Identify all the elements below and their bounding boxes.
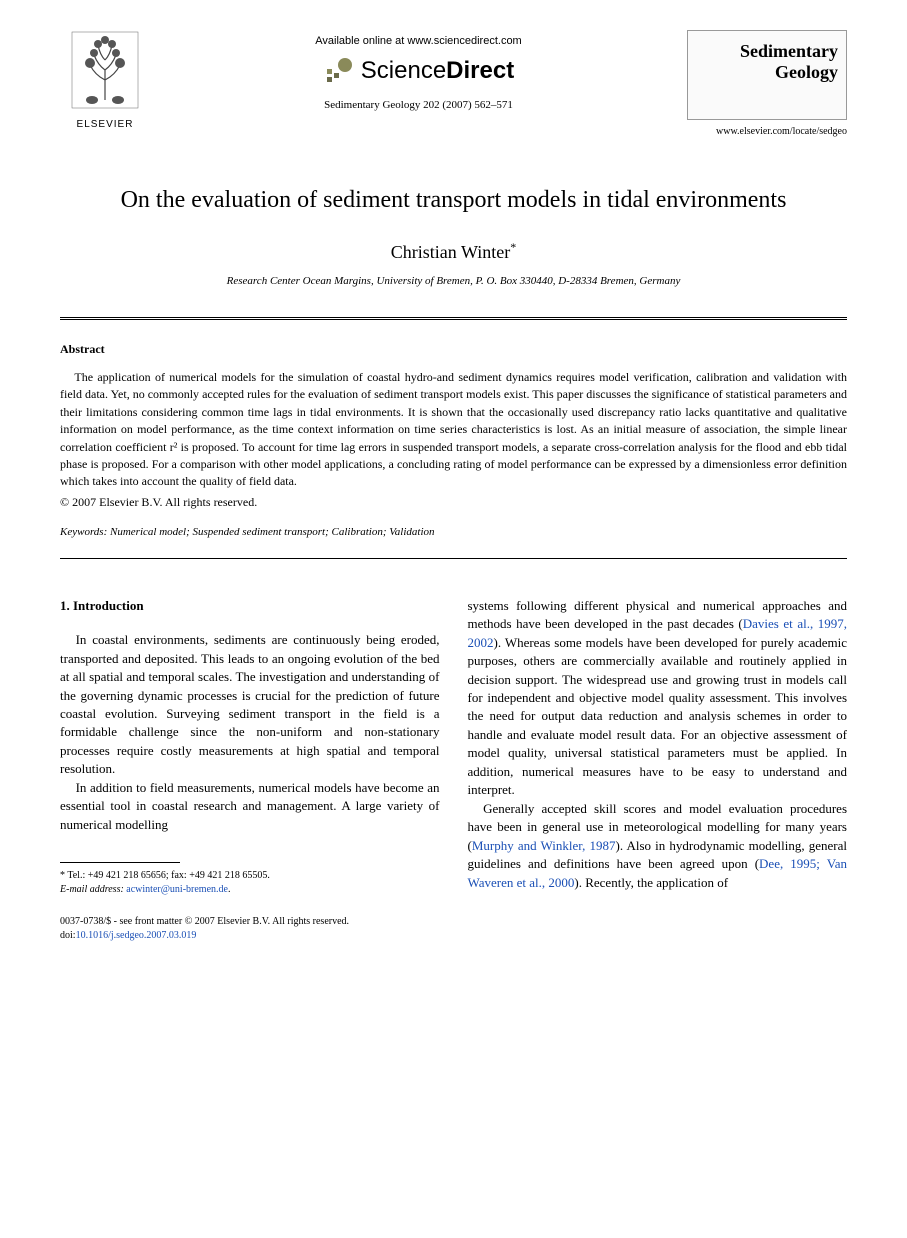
journal-line2: Geology: [775, 62, 838, 82]
journal-title-box: Sedimentary Geology: [687, 30, 847, 120]
citation-line: Sedimentary Geology 202 (2007) 562–571: [150, 99, 687, 111]
column-right: systems following different physical and…: [468, 597, 848, 897]
journal-block: Sedimentary Geology www.elsevier.com/loc…: [687, 30, 847, 137]
elsevier-tree-logo: [70, 30, 140, 110]
abstract-copyright: © 2007 Elsevier B.V. All rights reserved…: [60, 495, 847, 510]
p3b: ). Whereas some models have been develop…: [468, 635, 848, 798]
footnote-email: E-mail address: acwinter@uni-bremen.de.: [60, 883, 440, 897]
footer-copyright: 0037-0738/$ - see front matter © 2007 El…: [60, 915, 847, 929]
doi-link[interactable]: 10.1016/j.sedgeo.2007.03.019: [76, 930, 197, 941]
page-footer: 0037-0738/$ - see front matter © 2007 El…: [60, 915, 847, 943]
publisher-block: ELSEVIER: [60, 30, 150, 130]
journal-url: www.elsevier.com/locate/sedgeo: [687, 126, 847, 137]
abstract-text: The application of numerical models for …: [60, 369, 847, 491]
sciencedirect-wordmark: ScienceDirect: [361, 57, 514, 85]
publisher-name: ELSEVIER: [60, 119, 150, 130]
keywords-label: Keywords:: [60, 526, 107, 538]
intro-p2: In addition to field measurements, numer…: [60, 779, 440, 834]
footnote-contact: * Tel.: +49 421 218 65656; fax: +49 421 …: [60, 869, 440, 883]
available-online-text: Available online at www.sciencedirect.co…: [150, 35, 687, 47]
footnote-tel-fax: Tel.: +49 421 218 65656; fax: +49 421 21…: [65, 870, 270, 881]
intro-p1: In coastal environments, sediments are c…: [60, 631, 440, 779]
affiliation: Research Center Ocean Margins, Universit…: [60, 275, 847, 287]
page-header: ELSEVIER Available online at www.science…: [60, 30, 847, 137]
article-title: On the evaluation of sediment transport …: [60, 187, 847, 214]
ref-murphy[interactable]: Murphy and Winkler, 1987: [472, 838, 616, 853]
journal-name: Sedimentary Geology: [696, 41, 838, 82]
header-center: Available online at www.sciencedirect.co…: [150, 30, 687, 111]
keywords-text: Numerical model; Suspended sediment tran…: [107, 526, 434, 538]
author-name: Christian Winter: [391, 242, 510, 262]
email-label: E-mail address:: [60, 884, 124, 895]
doi-label: doi:: [60, 930, 76, 941]
abstract-heading: Abstract: [60, 342, 847, 357]
email-address[interactable]: acwinter@uni-bremen.de: [124, 884, 228, 895]
sd-light: Science: [361, 57, 446, 84]
footer-doi-line: doi:10.1016/j.sedgeo.2007.03.019: [60, 929, 847, 943]
divider-top: [60, 317, 847, 320]
divider-bottom: [60, 558, 847, 559]
author-line: Christian Winter*: [60, 240, 847, 263]
sd-bold: Direct: [446, 57, 514, 84]
abstract-body: The application of numerical models for …: [60, 370, 847, 488]
sciencedirect-logo: ScienceDirect: [323, 55, 514, 87]
sciencedirect-icon: [323, 55, 355, 87]
section-1-heading: 1. Introduction: [60, 597, 440, 615]
email-suffix: .: [228, 884, 231, 895]
intro-p4: Generally accepted skill scores and mode…: [468, 800, 848, 892]
keywords-line: Keywords: Numerical model; Suspended sed…: [60, 526, 847, 538]
intro-p3: systems following different physical and…: [468, 597, 848, 800]
p4c: ). Recently, the application of: [574, 875, 728, 890]
footnote-rule: [60, 862, 180, 863]
author-marker: *: [510, 240, 516, 254]
journal-line1: Sedimentary: [740, 41, 838, 61]
column-left: 1. Introduction In coastal environments,…: [60, 597, 440, 897]
body-columns: 1. Introduction In coastal environments,…: [60, 597, 847, 897]
